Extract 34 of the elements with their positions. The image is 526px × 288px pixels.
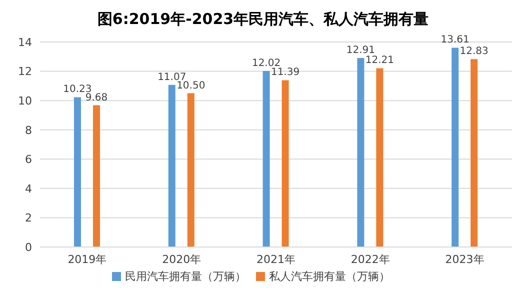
text: 12.91 [346, 44, 376, 56]
y-tick-label: 10 [18, 94, 32, 108]
text: 12.02 [252, 58, 281, 69]
bar [376, 68, 384, 247]
chart-title: 图6:2019年-2023年民用汽车、私人汽车拥有量 [96, 9, 430, 30]
bar [470, 59, 478, 247]
y-tick-label: 0 [25, 240, 32, 254]
bar [168, 84, 176, 247]
y-tick-label: 4 [25, 182, 32, 196]
text: 12.21 [365, 55, 394, 66]
text: 12.83 [460, 46, 488, 58]
legend-label: 私人汽车拥有量（万辆） [269, 270, 390, 283]
bar [452, 48, 459, 247]
bar [92, 105, 100, 247]
y-tick-label: 6 [25, 153, 32, 166]
x-tick-label: 2023年 [445, 252, 484, 266]
text: 10.50 [176, 80, 206, 92]
text: 13.61 [440, 34, 470, 46]
text: 9.68 [85, 92, 108, 104]
x-tick-label: 2022年 [350, 252, 390, 266]
bar [187, 93, 194, 247]
bar [282, 80, 289, 247]
x-tick-label: 2019年 [68, 252, 107, 266]
y-tick-label: 8 [25, 124, 32, 137]
y-tick-label: 14 [18, 36, 32, 49]
x-tick-label: 2021年 [256, 252, 296, 266]
y-tick-label: 2 [25, 212, 32, 225]
bar [74, 97, 81, 247]
bar [262, 70, 270, 247]
bar [357, 58, 364, 247]
text: 11.39 [270, 67, 300, 78]
y-tick-label: 12 [18, 65, 32, 78]
legend-label: 民用汽车拥有量（万辆） [125, 270, 246, 283]
x-tick-label: 2020年 [162, 252, 202, 266]
